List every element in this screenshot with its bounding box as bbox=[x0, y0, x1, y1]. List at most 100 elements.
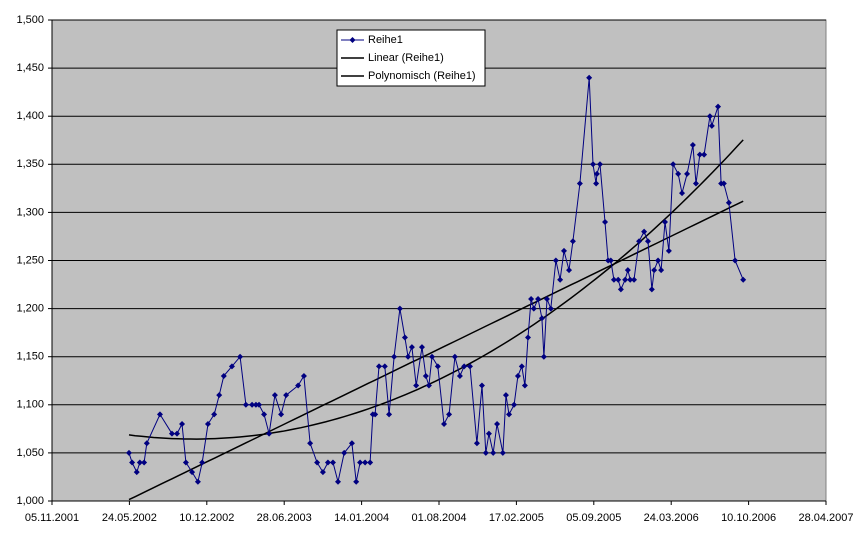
y-tick-label: 1,400 bbox=[16, 110, 44, 122]
data-point bbox=[341, 449, 348, 456]
data-point bbox=[689, 142, 696, 149]
data-point bbox=[174, 430, 181, 437]
data-point bbox=[473, 440, 480, 447]
y-tick-label: 1,250 bbox=[16, 254, 44, 266]
data-point bbox=[367, 459, 374, 466]
y-tick-label: 1,050 bbox=[16, 447, 44, 459]
data-point bbox=[624, 267, 631, 274]
data-point bbox=[256, 401, 263, 408]
data-point bbox=[228, 363, 235, 370]
data-point bbox=[143, 440, 150, 447]
data-point bbox=[381, 363, 388, 370]
data-point bbox=[485, 430, 492, 437]
data-point bbox=[706, 113, 713, 120]
data-point bbox=[136, 459, 143, 466]
data-point bbox=[651, 267, 658, 274]
data-point bbox=[540, 353, 547, 360]
data-point bbox=[617, 286, 624, 293]
data-point bbox=[329, 459, 336, 466]
data-point bbox=[525, 334, 532, 341]
data-point bbox=[266, 430, 273, 437]
data-point bbox=[675, 170, 682, 177]
legend-marker bbox=[349, 37, 356, 43]
data-point bbox=[319, 469, 326, 476]
data-point bbox=[396, 305, 403, 312]
data-point bbox=[386, 411, 393, 418]
data-point bbox=[725, 199, 732, 206]
data-point bbox=[478, 382, 485, 389]
data-point bbox=[271, 392, 278, 399]
data-point bbox=[434, 363, 441, 370]
x-tick-label: 17.02.2005 bbox=[489, 512, 544, 524]
data-point bbox=[362, 459, 369, 466]
data-point bbox=[552, 257, 559, 264]
data-point bbox=[607, 257, 614, 264]
y-tick-label: 1,500 bbox=[16, 14, 44, 26]
legend-label: Reihe1 bbox=[368, 34, 403, 46]
x-tick-label: 10.10.2006 bbox=[721, 512, 776, 524]
data-point bbox=[199, 459, 206, 466]
data-point bbox=[715, 103, 722, 110]
data-point bbox=[566, 267, 573, 274]
data-point bbox=[511, 401, 518, 408]
data-point bbox=[353, 478, 360, 485]
data-point bbox=[543, 295, 550, 302]
data-point bbox=[324, 459, 331, 466]
data-point bbox=[376, 363, 383, 370]
data-point bbox=[720, 180, 727, 187]
data-point bbox=[530, 305, 537, 312]
x-tick-label: 05.09.2005 bbox=[566, 512, 621, 524]
data-point bbox=[211, 411, 218, 418]
x-tick-label: 14.01.2004 bbox=[334, 512, 389, 524]
y-tick-label: 1,000 bbox=[16, 495, 44, 507]
x-tick-label: 24.03.2006 bbox=[644, 512, 699, 524]
x-tick-label: 10.12.2002 bbox=[179, 512, 234, 524]
x-tick-label: 28.04.2007 bbox=[798, 512, 853, 524]
data-point bbox=[596, 161, 603, 168]
y-tick-label: 1,100 bbox=[16, 399, 44, 411]
data-point bbox=[413, 382, 420, 389]
data-point bbox=[648, 286, 655, 293]
data-point bbox=[242, 401, 249, 408]
data-point bbox=[679, 190, 686, 197]
data-point bbox=[636, 238, 643, 245]
data-point bbox=[141, 459, 148, 466]
data-point bbox=[278, 411, 285, 418]
data-point bbox=[557, 276, 564, 283]
data-point bbox=[662, 219, 669, 226]
data-point bbox=[237, 353, 244, 360]
data-point bbox=[602, 219, 609, 226]
data-point bbox=[518, 363, 525, 370]
data-point bbox=[408, 344, 415, 351]
legend-label: Polynomisch (Reihe1) bbox=[368, 70, 476, 82]
y-tick-label: 1,350 bbox=[16, 158, 44, 170]
data-point bbox=[622, 276, 629, 283]
data-point bbox=[593, 180, 600, 187]
data-point bbox=[631, 276, 638, 283]
data-point bbox=[391, 353, 398, 360]
y-tick-label: 1,300 bbox=[16, 206, 44, 218]
data-point bbox=[425, 382, 432, 389]
data-point bbox=[610, 276, 617, 283]
data-point bbox=[684, 170, 691, 177]
data-point bbox=[665, 247, 672, 254]
x-tick-label: 24.05.2002 bbox=[102, 512, 157, 524]
data-point bbox=[357, 459, 364, 466]
data-point bbox=[482, 449, 489, 456]
data-point bbox=[133, 469, 140, 476]
data-point bbox=[490, 449, 497, 456]
data-point bbox=[644, 238, 651, 245]
x-tick-label: 01.08.2004 bbox=[411, 512, 466, 524]
data-point bbox=[494, 421, 501, 428]
data-point bbox=[658, 267, 665, 274]
data-point bbox=[521, 382, 528, 389]
data-point bbox=[194, 478, 201, 485]
data-point bbox=[670, 161, 677, 168]
data-point bbox=[429, 353, 436, 360]
data-point bbox=[249, 401, 256, 408]
data-point bbox=[466, 363, 473, 370]
data-point bbox=[204, 421, 211, 428]
data-point bbox=[615, 276, 622, 283]
data-point bbox=[569, 238, 576, 245]
